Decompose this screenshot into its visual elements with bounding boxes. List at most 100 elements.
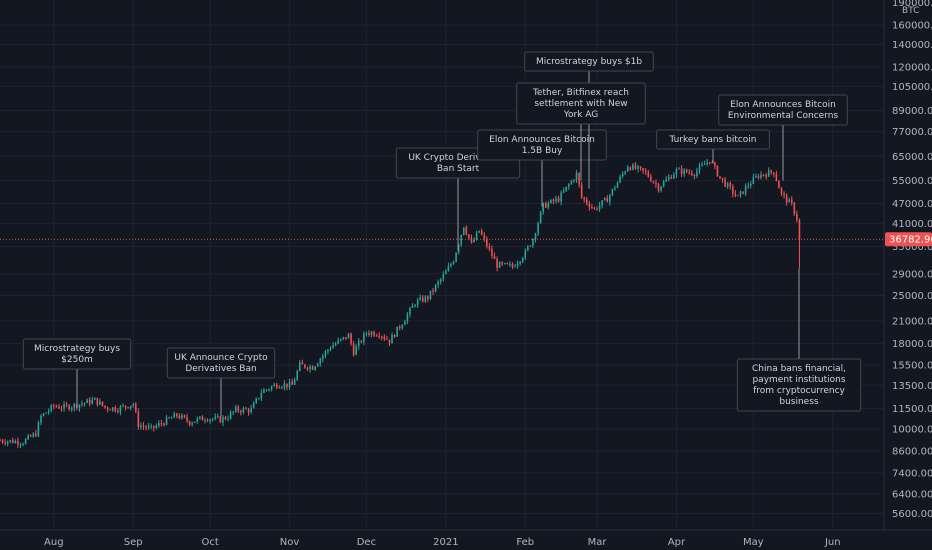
candle-body — [375, 335, 378, 337]
candle-body — [593, 207, 596, 209]
candle-body — [465, 227, 468, 235]
candle-body — [45, 412, 47, 414]
candle-body — [63, 404, 65, 409]
candle-body — [478, 230, 480, 233]
candle-body — [339, 338, 342, 341]
candle-body — [724, 179, 726, 187]
candle-body — [211, 418, 214, 420]
candle-body — [601, 200, 603, 206]
y-tick-label: 6400.00 — [892, 490, 932, 501]
candle-body — [40, 415, 42, 423]
candle-body — [560, 192, 562, 202]
candle-body — [752, 177, 755, 184]
candle-body — [544, 202, 547, 208]
y-tick-label: 29000.00 — [892, 269, 932, 280]
candle-body — [327, 349, 329, 352]
candle-body — [767, 170, 770, 177]
candle-body — [714, 162, 716, 166]
candle-body — [158, 423, 160, 426]
x-tick-label: Oct — [201, 537, 218, 548]
candle-body — [711, 162, 714, 164]
candle-body — [583, 197, 586, 200]
candle-body — [429, 290, 432, 299]
candle-body — [155, 425, 158, 428]
candle-body — [585, 199, 588, 204]
candle-body — [178, 415, 181, 419]
candle-body — [503, 263, 506, 265]
candle-body — [596, 208, 598, 210]
candle-body — [119, 406, 122, 412]
candle-body — [747, 185, 749, 187]
annotation-text: Environmental Concerns — [728, 111, 839, 121]
candle-body — [204, 420, 206, 422]
candle-body — [201, 416, 204, 421]
candle-body — [27, 435, 29, 440]
candle-body — [647, 171, 650, 177]
candle-body — [688, 172, 691, 174]
candle-body — [106, 407, 109, 410]
candle-body — [219, 416, 222, 423]
candle-body — [360, 340, 363, 342]
y-tick-label: 160000.00 — [892, 21, 932, 32]
candle-body — [150, 425, 152, 427]
candle-body — [53, 405, 55, 407]
candle-body — [355, 346, 357, 355]
candle-body — [421, 297, 424, 302]
candle-body — [370, 332, 373, 335]
annotation-8[interactable]: China bans financial,payment institution… — [736, 268, 862, 412]
candle-body — [35, 433, 37, 437]
candle-body — [598, 205, 601, 210]
candle-body — [773, 172, 775, 175]
candle-body — [268, 389, 270, 391]
x-tick-label: 2021 — [433, 537, 458, 548]
y-tick-label: 89000.00 — [892, 106, 932, 117]
candle-body — [283, 383, 286, 388]
price-unit-label: BTC — [902, 6, 919, 16]
time-axis[interactable]: Aug Sep Oct Nov Dec 2021 Feb Mar Apr May Jun — [0, 529, 932, 548]
candle-body — [406, 314, 409, 322]
candle-body — [147, 426, 150, 428]
candle-body — [176, 413, 178, 416]
annotation-box — [736, 358, 862, 412]
annotation-6[interactable]: Turkey bans bitcoin — [656, 129, 770, 164]
candle-body — [73, 403, 76, 408]
candle-body — [65, 404, 68, 406]
price-axis[interactable]: 190000.00 160000.00 140000.00 120000.00 1050… — [883, 0, 932, 530]
candle-body — [488, 246, 491, 249]
annotation-box — [524, 51, 654, 72]
candle-body — [301, 362, 304, 365]
candle-body — [621, 173, 624, 177]
candle-body — [606, 197, 609, 203]
x-tick-label: Apr — [668, 537, 686, 548]
candle-body — [196, 418, 199, 422]
candle-body — [214, 416, 217, 419]
y-tick-label: 21000.00 — [892, 316, 932, 327]
annotation-box — [166, 347, 276, 379]
candle-body — [242, 408, 245, 413]
candle-body — [670, 176, 673, 179]
candle-body — [42, 413, 45, 416]
annotation-box — [22, 338, 132, 370]
candle-body — [222, 417, 224, 423]
candle-body — [657, 184, 660, 191]
event-annotations: Microstrategy buys$250m UK Announce Crypt… — [22, 51, 862, 417]
candlestick-series — [0, 158, 801, 449]
candle-body — [380, 336, 383, 338]
candle-body — [352, 343, 355, 355]
annotation-0[interactable]: Microstrategy buys$250m — [22, 338, 132, 408]
candle-body — [398, 326, 401, 329]
candle-body — [732, 186, 734, 194]
candle-body — [191, 422, 193, 425]
candle-body — [135, 404, 137, 412]
candle-body — [378, 335, 381, 337]
candle-body — [414, 305, 416, 307]
candle-body — [234, 406, 237, 412]
candle-body — [760, 174, 762, 178]
candle-body — [734, 193, 737, 196]
candle-body — [501, 262, 504, 264]
